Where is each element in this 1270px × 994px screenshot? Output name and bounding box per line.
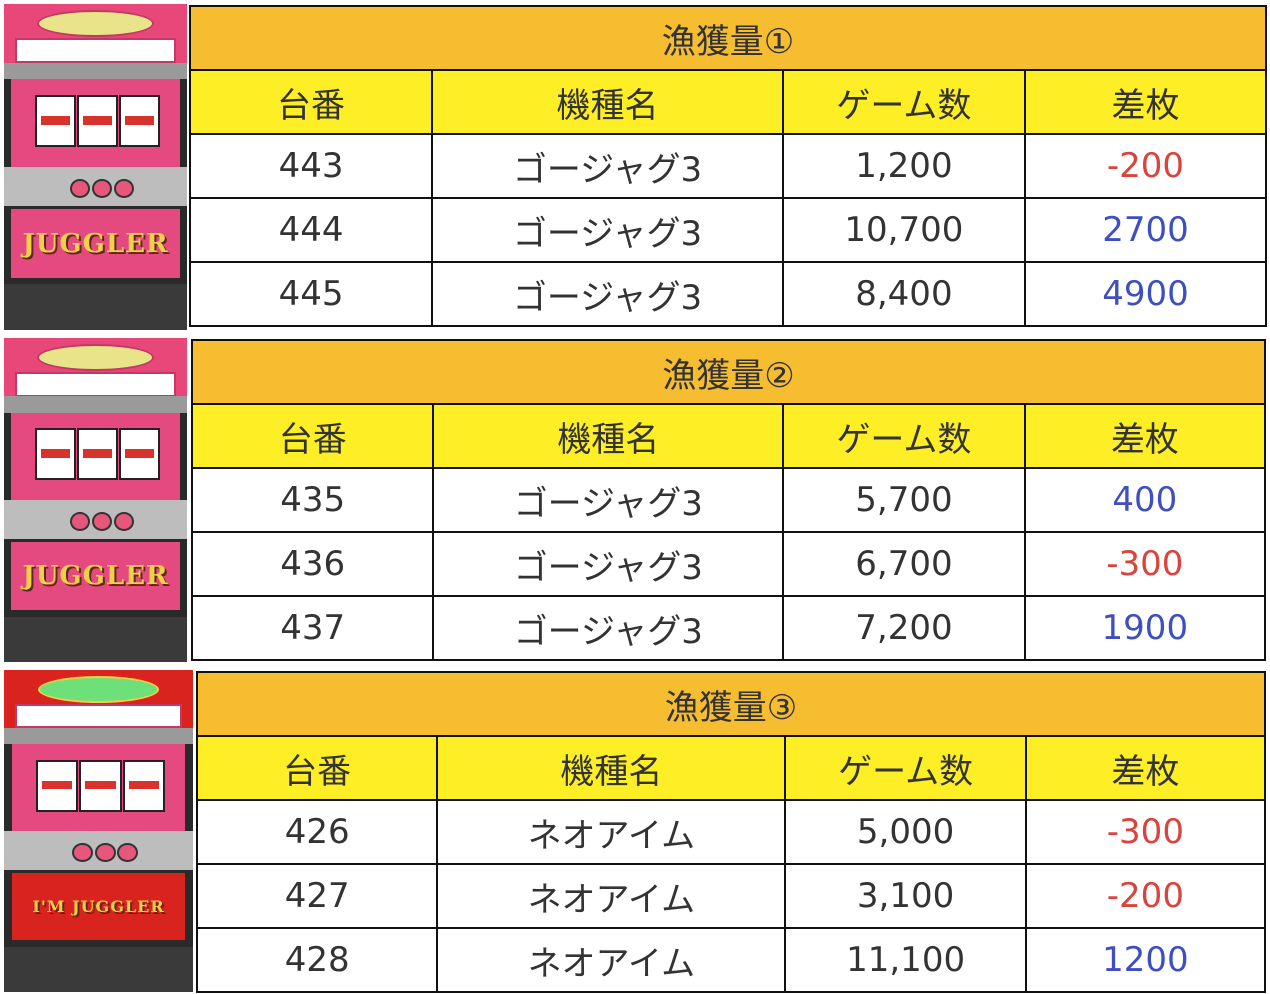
table-row: 427 ネオアイム 3,100 -200 bbox=[195, 863, 1267, 929]
coin-difference: -300 bbox=[1024, 799, 1267, 865]
game-count: 8,400 bbox=[781, 261, 1026, 327]
model-name: ゴージャグ3 bbox=[432, 595, 785, 661]
game-count: 10,700 bbox=[781, 197, 1026, 263]
game-count: 3,100 bbox=[784, 863, 1027, 929]
unit-number: 428 bbox=[195, 927, 439, 993]
column-header-model: 機種名 bbox=[436, 735, 787, 801]
game-count: 6,700 bbox=[782, 531, 1026, 597]
model-name: ネオアイム bbox=[436, 799, 787, 865]
model-name: ゴージャグ3 bbox=[432, 531, 785, 597]
column-header-games: ゲーム数 bbox=[784, 735, 1027, 801]
unit-number: 443 bbox=[188, 133, 434, 199]
coin-difference: 1900 bbox=[1023, 595, 1267, 661]
game-count: 1,200 bbox=[781, 133, 1026, 199]
table-row: 428 ネオアイム 11,100 1200 bbox=[195, 927, 1267, 993]
unit-number: 437 bbox=[190, 595, 435, 661]
machine-logo: JUGGLER bbox=[11, 209, 180, 278]
table-row: 443 ゴージャグ3 1,200 -200 bbox=[188, 133, 1268, 199]
results-table: 漁獲量① 台番 機種名 ゲーム数 差枚 443 ゴージャグ3 1,200 -200 44… bbox=[188, 5, 1268, 327]
results-table: 漁獲量③ 台番 機種名 ゲーム数 差枚 426 ネオアイム 5,000 -300 427… bbox=[195, 671, 1267, 993]
game-count: 7,200 bbox=[782, 595, 1026, 661]
game-count: 11,100 bbox=[784, 927, 1027, 993]
unit-number: 436 bbox=[190, 531, 435, 597]
table-row: 445 ゴージャグ3 8,400 4900 bbox=[188, 261, 1268, 327]
coin-difference: 2700 bbox=[1023, 197, 1268, 263]
model-name: ネオアイム bbox=[436, 927, 787, 993]
column-header-model: 機種名 bbox=[431, 69, 784, 135]
model-name: ゴージャグ3 bbox=[432, 467, 785, 533]
machine-logo: I'M JUGGLER bbox=[11, 872, 186, 941]
coin-difference: -300 bbox=[1023, 531, 1267, 597]
column-header-games: ゲーム数 bbox=[781, 69, 1026, 135]
column-header-games: ゲーム数 bbox=[782, 403, 1026, 469]
table-row: 436 ゴージャグ3 6,700 -300 bbox=[190, 531, 1267, 597]
table-row: 444 ゴージャグ3 10,700 2700 bbox=[188, 197, 1268, 263]
column-header-diff: 差枚 bbox=[1023, 403, 1267, 469]
coin-difference: 1200 bbox=[1024, 927, 1267, 993]
column-header-unit: 台番 bbox=[190, 403, 435, 469]
section-title: 漁獲量③ bbox=[196, 671, 1266, 737]
model-name: ゴージャグ3 bbox=[431, 197, 784, 263]
unit-number: 427 bbox=[195, 863, 439, 929]
model-name: ゴージャグ3 bbox=[431, 133, 784, 199]
game-count: 5,000 bbox=[784, 799, 1027, 865]
section-title: 漁獲量② bbox=[191, 339, 1266, 405]
unit-number: 435 bbox=[190, 467, 435, 533]
coin-difference: 400 bbox=[1023, 467, 1267, 533]
results-table: 漁獲量② 台番 機種名 ゲーム数 差枚 435 ゴージャグ3 5,700 400 436… bbox=[190, 339, 1267, 661]
unit-number: 426 bbox=[195, 799, 439, 865]
coin-difference: -200 bbox=[1023, 133, 1268, 199]
coin-difference: 4900 bbox=[1023, 261, 1268, 327]
unit-number: 445 bbox=[188, 261, 434, 327]
model-name: ネオアイム bbox=[436, 863, 787, 929]
table-row: 435 ゴージャグ3 5,700 400 bbox=[190, 467, 1267, 533]
model-name: ゴージャグ3 bbox=[431, 261, 784, 327]
section-title: 漁獲量① bbox=[189, 5, 1267, 71]
column-header-diff: 差枚 bbox=[1023, 69, 1268, 135]
unit-number: 444 bbox=[188, 197, 434, 263]
column-header-model: 機種名 bbox=[432, 403, 785, 469]
column-header-unit: 台番 bbox=[195, 735, 439, 801]
slot-machine-image: JUGGLER bbox=[4, 338, 187, 662]
table-row: 426 ネオアイム 5,000 -300 bbox=[195, 799, 1267, 865]
game-count: 5,700 bbox=[782, 467, 1026, 533]
slot-machine-image: JUGGLER bbox=[4, 4, 187, 330]
column-header-unit: 台番 bbox=[188, 69, 434, 135]
table-row: 437 ゴージャグ3 7,200 1900 bbox=[190, 595, 1267, 661]
machine-logo: JUGGLER bbox=[11, 542, 180, 611]
slot-machine-image: I'M JUGGLER bbox=[4, 670, 193, 992]
column-header-diff: 差枚 bbox=[1024, 735, 1267, 801]
coin-difference: -200 bbox=[1024, 863, 1267, 929]
